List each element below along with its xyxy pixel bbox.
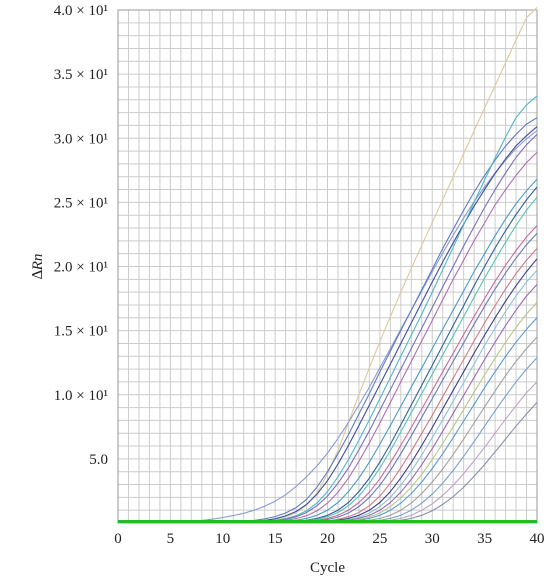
amplification-curve-16 xyxy=(128,284,538,524)
amplification-curve-22 xyxy=(128,402,538,524)
x-tick-label: 30 xyxy=(425,531,440,547)
series-layer xyxy=(128,7,538,524)
y-tick-label: 3.5 × 10¹ xyxy=(54,67,108,83)
y-axis-title: ∆Rn xyxy=(30,254,46,280)
y-tick-label: 5.0 xyxy=(89,452,108,468)
amplification-curve-19 xyxy=(128,336,538,524)
y-tick-label: 1.0 × 10¹ xyxy=(54,388,108,404)
amplification-curve-21 xyxy=(128,381,538,524)
y-tick-label: 4.0 × 10¹ xyxy=(54,3,108,19)
x-tick-label: 35 xyxy=(477,531,492,547)
grid xyxy=(117,9,538,524)
y-tick-label: 1.5 × 10¹ xyxy=(54,324,108,340)
x-tick-label: 20 xyxy=(320,531,335,547)
y-tick-label: 2.5 × 10¹ xyxy=(54,195,108,211)
y-tick-label: 2.0 × 10¹ xyxy=(54,260,108,276)
amplification-curve-6 xyxy=(128,134,538,524)
amplification-curve-13 xyxy=(128,248,538,524)
x-tick-label: 0 xyxy=(114,531,122,547)
amplification-curve-12 xyxy=(128,232,538,524)
x-axis-ticks: 0 5 10 15 20 25 30 35 40 xyxy=(114,531,544,547)
x-tick-label: 10 xyxy=(215,531,230,547)
y-axis-ticks: 5.0 1.0 × 10¹ 1.5 × 10¹ 2.0 × 10¹ 2.5 × 10¹ 3… xyxy=(54,3,108,468)
x-tick-label: 25 xyxy=(372,531,387,547)
x-tick-label: 5 xyxy=(167,531,175,547)
x-axis-title: Cycle xyxy=(310,560,345,576)
y-tick-label: 3.0 × 10¹ xyxy=(54,131,108,147)
x-tick-label: 40 xyxy=(530,531,545,547)
x-tick-label: 15 xyxy=(268,531,283,547)
